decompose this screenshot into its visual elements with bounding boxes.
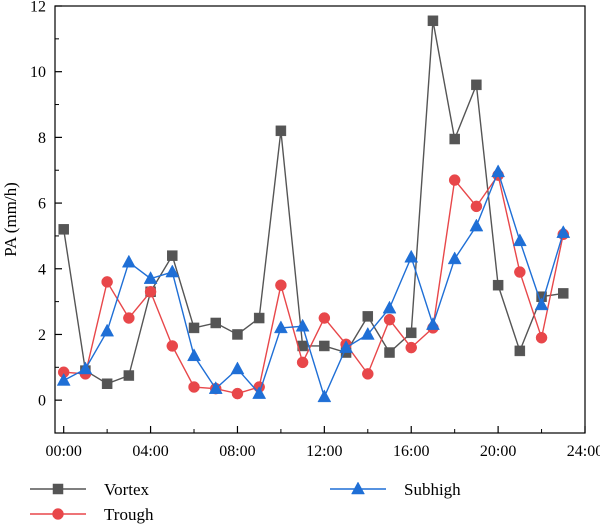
data-point-subhigh xyxy=(534,297,549,311)
data-point-vortex xyxy=(558,288,569,299)
data-point-trough xyxy=(123,312,135,324)
y-tick-label: 10 xyxy=(30,64,46,81)
data-point-trough xyxy=(448,174,461,186)
data-point-vortex xyxy=(449,133,460,145)
data-point-trough xyxy=(383,313,396,326)
data-point-subhigh xyxy=(100,323,115,337)
data-point-trough xyxy=(470,200,483,213)
data-point-trough xyxy=(166,340,179,352)
data-point-trough xyxy=(362,368,374,380)
series-line-subhigh xyxy=(63,169,564,399)
data-point-trough xyxy=(296,356,309,369)
legend-label-trough: Trough xyxy=(104,505,154,524)
data-point-trough xyxy=(514,266,526,278)
data-point-trough xyxy=(231,387,244,400)
data-point-vortex xyxy=(471,79,482,91)
data-point-subhigh xyxy=(165,264,180,278)
data-point-vortex xyxy=(362,311,374,322)
data-point-trough xyxy=(535,331,548,344)
data-point-subhigh xyxy=(426,317,440,330)
series-vortex xyxy=(58,15,569,389)
data-point-vortex xyxy=(514,345,526,357)
legend-item-subhigh: Subhigh xyxy=(330,480,461,499)
x-tick-label: 12:00 xyxy=(306,443,342,460)
data-point-vortex xyxy=(253,312,265,324)
y-axis-title: PA (mm/h) xyxy=(1,182,20,256)
series-line-vortex xyxy=(62,20,564,385)
legend-marker-subhigh xyxy=(351,481,365,495)
axes: 0 2 4 6 8 10 12 00:00 04:00 08:00 12:00 16:00 20:00 2… xyxy=(1,0,600,460)
data-point-vortex xyxy=(101,378,113,389)
data-point-trough xyxy=(144,286,157,298)
data-point-subhigh xyxy=(56,372,71,386)
legend-label-subhigh: Subhigh xyxy=(404,480,461,499)
legend-marker-vortex xyxy=(52,483,64,495)
y-tick-label: 2 xyxy=(38,327,46,344)
data-point-vortex xyxy=(232,329,243,340)
x-tick-label: 08:00 xyxy=(219,443,255,460)
legend-label-vortex: Vortex xyxy=(104,480,150,499)
data-point-subhigh xyxy=(121,254,136,268)
data-point-subhigh xyxy=(317,389,332,403)
x-tick-label: 16:00 xyxy=(393,443,429,460)
series-subhigh xyxy=(56,164,571,403)
data-point-subhigh xyxy=(339,340,353,353)
x-tick-label: 20:00 xyxy=(480,443,516,460)
y-tick-label: 0 xyxy=(38,393,46,410)
data-point-vortex xyxy=(492,279,504,291)
data-point-vortex xyxy=(123,370,135,381)
data-point-vortex xyxy=(427,15,439,27)
legend-marker-trough xyxy=(52,508,64,520)
data-point-subhigh xyxy=(295,318,310,332)
data-point-subhigh xyxy=(252,386,267,399)
data-point-subhigh xyxy=(230,361,245,375)
data-point-vortex xyxy=(275,125,287,137)
data-point-subhigh xyxy=(447,251,462,265)
data-point-subhigh xyxy=(360,326,375,340)
data-point-trough xyxy=(405,341,417,354)
data-point-vortex xyxy=(58,224,69,235)
data-point-subhigh xyxy=(382,300,397,314)
legend-item-trough: Trough xyxy=(30,505,154,524)
x-tick-label: 00:00 xyxy=(45,443,81,460)
data-point-trough xyxy=(101,276,113,288)
data-point-trough xyxy=(318,312,331,324)
data-point-vortex xyxy=(405,327,417,339)
data-point-vortex xyxy=(167,250,178,261)
data-point-subhigh xyxy=(187,348,201,362)
y-tick-label: 6 xyxy=(38,196,46,213)
y-tick-label: 12 xyxy=(30,0,46,16)
data-point-vortex xyxy=(384,347,395,358)
data-point-subhigh xyxy=(78,361,93,375)
data-point-vortex xyxy=(210,317,221,329)
y-tick-label: 8 xyxy=(38,130,46,147)
x-tick-label: 24:00 xyxy=(567,443,600,460)
data-point-trough xyxy=(188,381,200,393)
plot-frame xyxy=(54,5,586,434)
data-point-trough xyxy=(275,279,287,291)
x-tick-label: 04:00 xyxy=(132,443,168,460)
data-point-subhigh xyxy=(404,249,419,263)
data-point-subhigh xyxy=(143,271,158,284)
data-point-subhigh xyxy=(491,164,506,178)
data-point-subhigh xyxy=(469,218,484,232)
series-trough xyxy=(57,169,570,400)
series-layer xyxy=(56,15,571,403)
data-point-subhigh xyxy=(512,233,527,247)
data-point-vortex xyxy=(319,340,330,352)
legend: Vortex Trough Subhigh xyxy=(30,480,461,524)
y-tick-label: 4 xyxy=(38,261,46,278)
data-point-subhigh xyxy=(273,320,288,334)
legend-item-vortex: Vortex xyxy=(30,480,150,499)
data-point-vortex xyxy=(188,322,200,334)
data-point-subhigh xyxy=(208,381,223,394)
data-point-subhigh xyxy=(556,225,571,238)
